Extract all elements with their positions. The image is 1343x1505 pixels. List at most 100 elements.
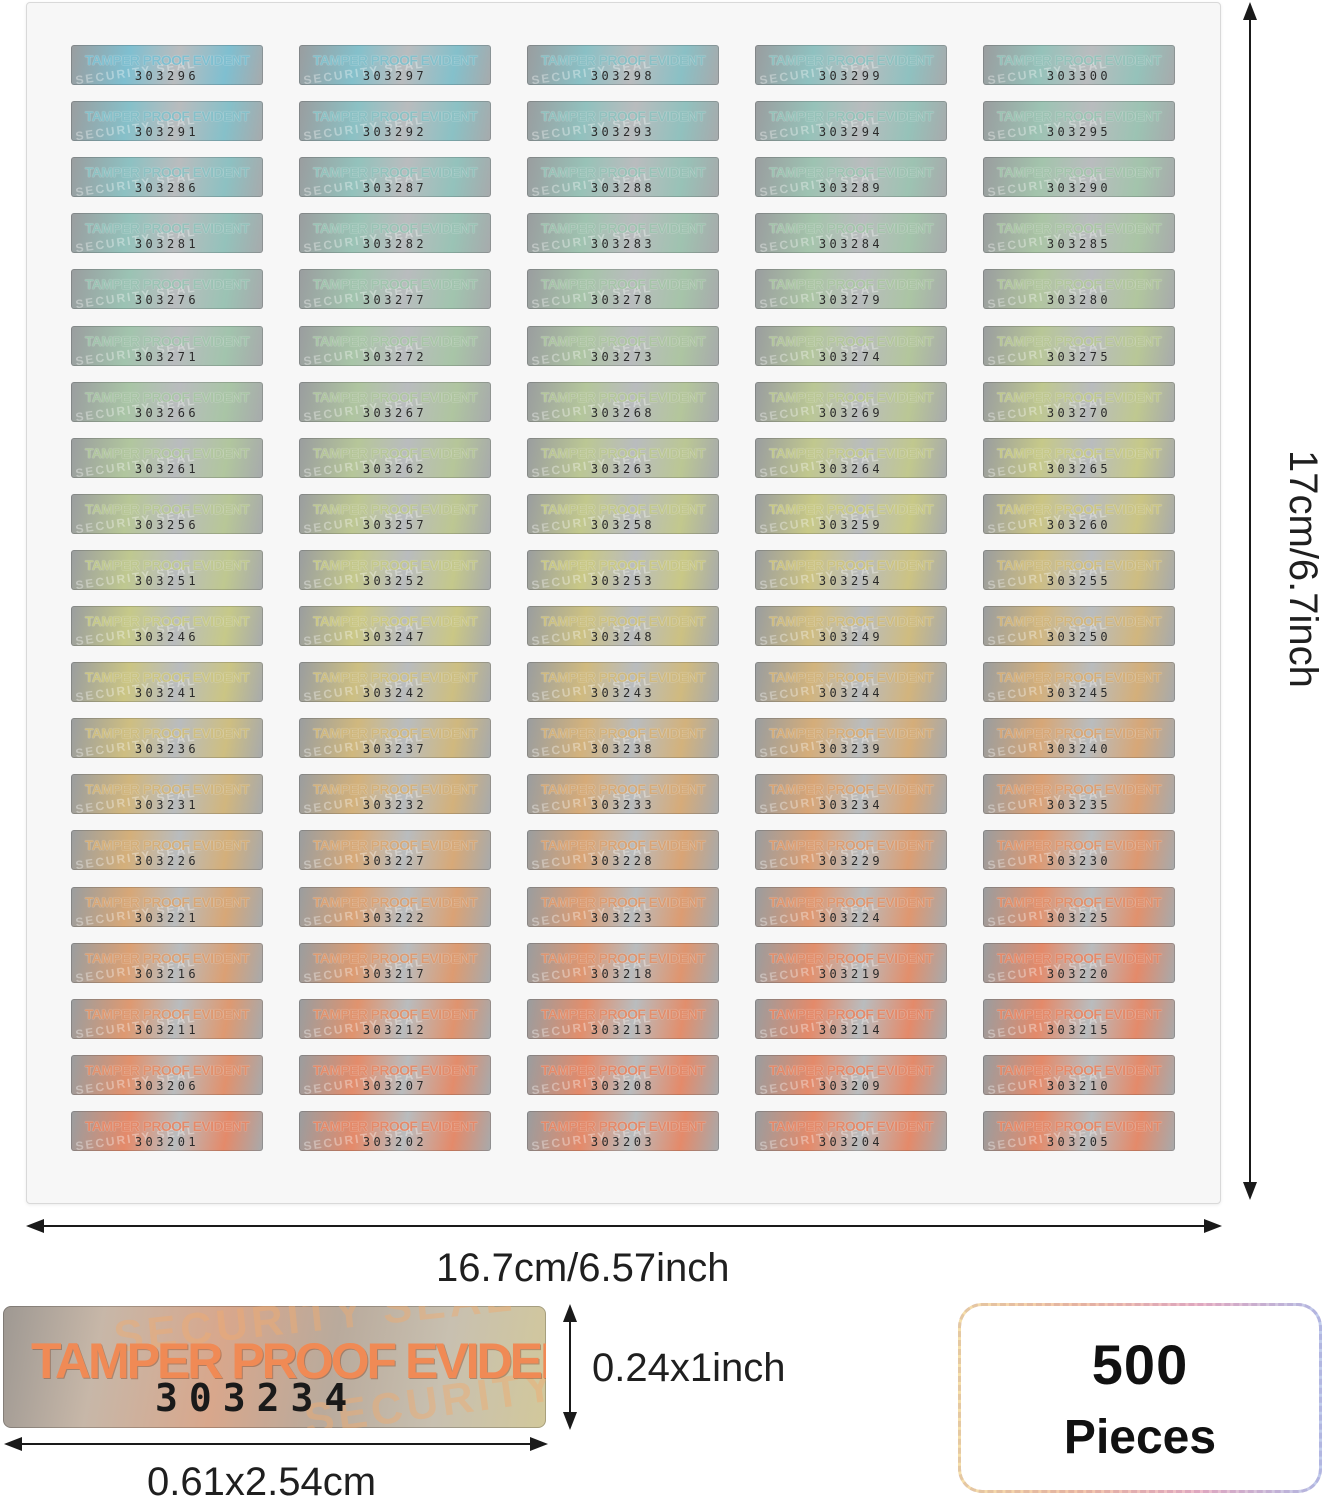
label-title: TAMPER PROOF EVIDENT <box>540 164 706 181</box>
security-label: SECURITY SEAL TAMPER PROOF EVIDENT 303258 <box>527 493 719 534</box>
security-label: SECURITY SEAL TAMPER PROOF EVIDENT 303231 <box>71 774 263 815</box>
label-title: TAMPER PROOF EVIDENT <box>312 1117 478 1134</box>
label-serial-number: 303290 <box>1046 181 1112 196</box>
label-title: TAMPER PROOF EVIDENT <box>768 1117 934 1134</box>
label-serial-number: 303285 <box>1046 237 1112 252</box>
label-serial-number: 303271 <box>134 349 200 364</box>
security-label: SECURITY SEAL TAMPER PROOF EVIDENT 303292 <box>299 101 491 142</box>
label-title: TAMPER PROOF EVIDENT <box>540 220 706 237</box>
security-label: SECURITY SEAL TAMPER PROOF EVIDENT 303225 <box>983 886 1175 927</box>
sample-arrow-left-icon <box>4 1437 22 1451</box>
security-label: SECURITY SEAL TAMPER PROOF EVIDENT 303254 <box>755 549 947 590</box>
label-serial-number: 303251 <box>134 573 200 588</box>
label-serial-number: 303291 <box>134 125 200 140</box>
label-serial-number: 303300 <box>1046 69 1112 83</box>
security-label: SECURITY SEAL TAMPER PROOF EVIDENT 303201 <box>71 1110 263 1151</box>
security-label: SECURITY SEAL TAMPER PROOF EVIDENT 303232 <box>299 774 491 815</box>
security-label: SECURITY SEAL TAMPER PROOF EVIDENT 303223 <box>527 886 719 927</box>
label-serial-number: 303210 <box>1046 1078 1112 1093</box>
label-serial-number: 303289 <box>818 181 884 196</box>
label-title: TAMPER PROOF EVIDENT <box>84 1005 250 1022</box>
security-label: SECURITY SEAL TAMPER PROOF EVIDENT 303256 <box>71 493 263 534</box>
security-label: SECURITY SEAL TAMPER PROOF EVIDENT 303282 <box>299 213 491 254</box>
security-label: SECURITY SEAL TAMPER PROOF EVIDENT 303241 <box>71 662 263 703</box>
security-label: SECURITY SEAL TAMPER PROOF EVIDENT 303227 <box>299 830 491 871</box>
label-serial-number: 303280 <box>1046 293 1112 308</box>
label-serial-number: 303258 <box>590 517 656 532</box>
label-title: TAMPER PROOF EVIDENT <box>996 1061 1162 1078</box>
sheet-width-label: 16.7cm/6.57inch <box>436 1246 730 1290</box>
label-serial-number: 303256 <box>134 517 200 532</box>
label-title: TAMPER PROOF EVIDENT <box>768 1005 934 1022</box>
security-label: SECURITY SEAL TAMPER PROOF EVIDENT 303203 <box>527 1110 719 1151</box>
label-serial-number: 303215 <box>1046 1022 1112 1037</box>
label-serial-number: 303293 <box>590 125 656 140</box>
security-label: SECURITY SEAL TAMPER PROOF EVIDENT 303263 <box>527 437 719 478</box>
security-label: SECURITY SEAL TAMPER PROOF EVIDENT 303278 <box>527 269 719 310</box>
label-serial-number: 303257 <box>362 517 428 532</box>
security-label: SECURITY SEAL TAMPER PROOF EVIDENT 303244 <box>755 662 947 703</box>
label-title: TAMPER PROOF EVIDENT <box>996 556 1162 573</box>
label-title: TAMPER PROOF EVIDENT <box>84 556 250 573</box>
label-serial-number: 303237 <box>362 742 428 757</box>
label-serial-number: 303245 <box>1046 686 1112 701</box>
label-title: TAMPER PROOF EVIDENT <box>540 1061 706 1078</box>
security-label: SECURITY SEAL TAMPER PROOF EVIDENT 303283 <box>527 213 719 254</box>
security-label: SECURITY SEAL TAMPER PROOF EVIDENT 303284 <box>755 213 947 254</box>
label-serial-number: 303238 <box>590 742 656 757</box>
security-label: SECURITY SEAL TAMPER PROOF EVIDENT 303267 <box>299 381 491 422</box>
label-title: TAMPER PROOF EVIDENT <box>768 332 934 349</box>
label-serial-number: 303262 <box>362 461 428 476</box>
label-title: TAMPER PROOF EVIDENT <box>996 613 1162 629</box>
label-serial-number: 303229 <box>818 854 884 869</box>
label-title: TAMPER PROOF EVIDENT <box>312 1005 478 1022</box>
label-serial-number: 303236 <box>134 742 200 757</box>
label-title: TAMPER PROOF EVIDENT <box>312 669 478 686</box>
pieces-badge: 500 Pieces <box>958 1303 1322 1493</box>
label-serial-number: 303206 <box>134 1078 200 1093</box>
label-title: TAMPER PROOF EVIDENT <box>312 1061 478 1078</box>
label-title: TAMPER PROOF EVIDENT <box>84 444 250 461</box>
label-serial-number: 303208 <box>590 1078 656 1093</box>
label-title: TAMPER PROOF EVIDENT <box>768 108 934 125</box>
label-title: TAMPER PROOF EVIDENT <box>768 500 934 517</box>
security-label: SECURITY SEAL TAMPER PROOF EVIDENT 303289 <box>755 157 947 198</box>
label-serial-number: 303270 <box>1046 405 1112 420</box>
label-serial-number: 303223 <box>590 910 656 925</box>
security-label: SECURITY SEAL TAMPER PROOF EVIDENT 303253 <box>527 549 719 590</box>
label-serial-number: 303284 <box>818 237 884 252</box>
security-label: SECURITY SEAL TAMPER PROOF EVIDENT 303261 <box>71 437 263 478</box>
label-title: TAMPER PROOF EVIDENT <box>540 949 706 966</box>
security-label: SECURITY SEAL TAMPER PROOF EVIDENT 303209 <box>755 1054 947 1095</box>
security-label: SECURITY SEAL TAMPER PROOF EVIDENT 303296 <box>71 45 263 85</box>
security-label: SECURITY SEAL TAMPER PROOF EVIDENT 303298 <box>527 45 719 85</box>
label-title: TAMPER PROOF EVIDENT <box>84 108 250 125</box>
label-title: TAMPER PROOF EVIDENT <box>84 837 250 854</box>
security-label: SECURITY SEAL TAMPER PROOF EVIDENT 303239 <box>755 718 947 759</box>
label-serial-number: 303227 <box>362 854 428 869</box>
label-title: TAMPER PROOF EVIDENT <box>996 500 1162 517</box>
security-label: SECURITY SEAL TAMPER PROOF EVIDENT 303224 <box>755 886 947 927</box>
label-title: TAMPER PROOF EVIDENT <box>768 613 934 629</box>
label-serial-number: 303243 <box>590 686 656 701</box>
label-title: TAMPER PROOF EVIDENT <box>312 164 478 181</box>
security-label: SECURITY SEAL TAMPER PROOF EVIDENT 303238 <box>527 718 719 759</box>
security-label: SECURITY SEAL TAMPER PROOF EVIDENT 303286 <box>71 157 263 198</box>
label-serial-number: 303275 <box>1046 349 1112 364</box>
security-label: SECURITY SEAL TAMPER PROOF EVIDENT 303295 <box>983 101 1175 142</box>
label-serial-number: 303220 <box>1046 966 1112 981</box>
label-title: TAMPER PROOF EVIDENT <box>768 725 934 742</box>
sample-label-title: TAMPER PROOF EVIDENT <box>31 1333 546 1389</box>
security-label: SECURITY SEAL TAMPER PROOF EVIDENT 303218 <box>527 942 719 983</box>
security-label: SECURITY SEAL TAMPER PROOF EVIDENT 303248 <box>527 606 719 646</box>
label-serial-number: 303292 <box>362 125 428 140</box>
label-serial-number: 303250 <box>1046 630 1112 644</box>
label-title: TAMPER PROOF EVIDENT <box>540 725 706 742</box>
security-label: SECURITY SEAL TAMPER PROOF EVIDENT 303240 <box>983 718 1175 759</box>
label-serial-number: 303287 <box>362 181 428 196</box>
label-title: TAMPER PROOF EVIDENT <box>312 837 478 854</box>
label-size-cm: 0.61x2.54cm <box>147 1460 377 1504</box>
label-serial-number: 303216 <box>134 966 200 981</box>
security-label: SECURITY SEAL TAMPER PROOF EVIDENT 303257 <box>299 493 491 534</box>
security-label: SECURITY SEAL TAMPER PROOF EVIDENT 303268 <box>527 381 719 422</box>
